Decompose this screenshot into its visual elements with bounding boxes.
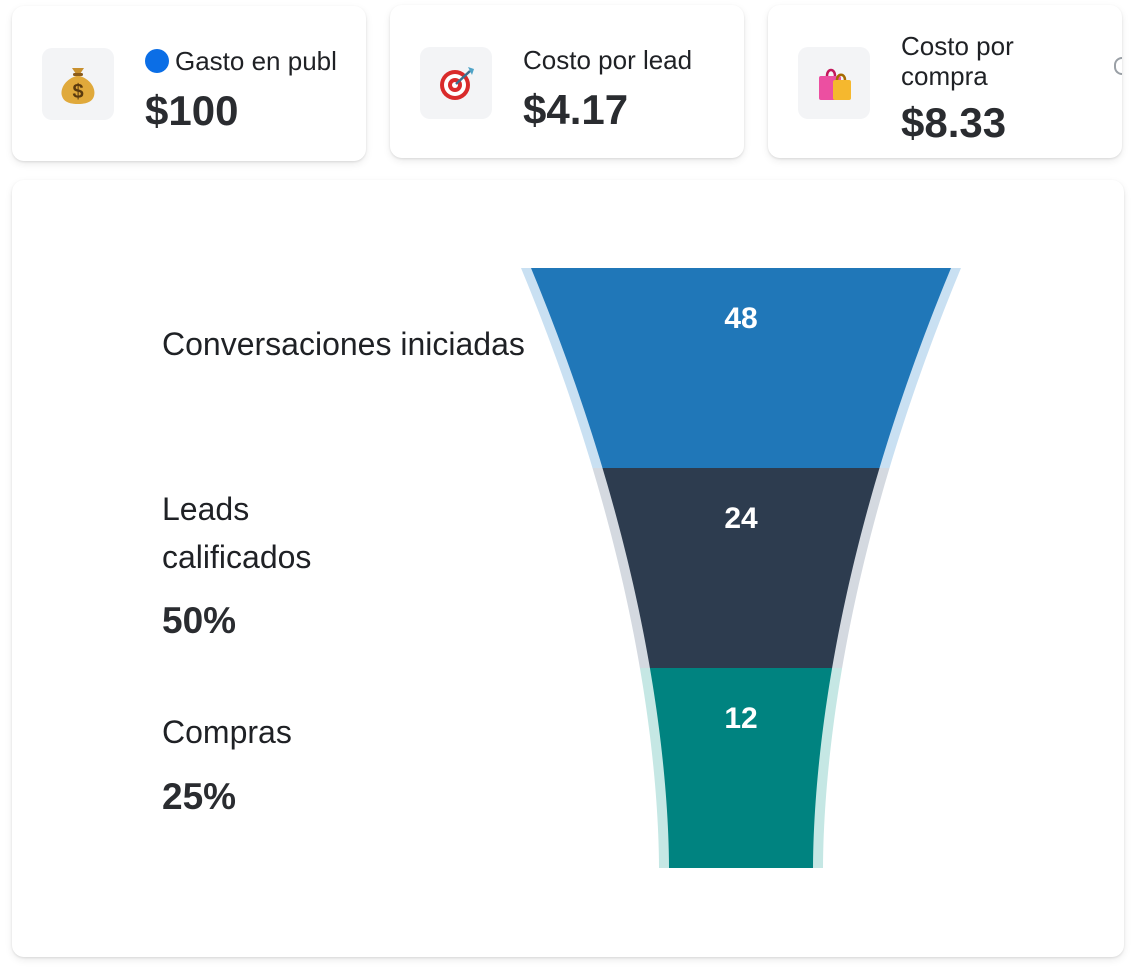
funnel-segment [602,468,880,668]
funnel-segment-value: 12 [724,702,757,735]
kpi-value: $8.33 [901,99,1007,146]
kpi-label: Gasto en publicidad [145,46,337,76]
stage-pct-leads: 50% [162,600,237,641]
stage-label-purchases: Compras [162,714,292,750]
stage-label-conversations: Conversaciones iniciadas [162,326,525,362]
funnel-segment-value: 24 [724,502,758,535]
funnel-chart: 48 24 12 [521,268,961,868]
kpi-card-cost-per-lead: Costo por lead $4.17 [390,5,744,158]
kpi-value: $100 [145,87,239,134]
money-bag-icon: $ [42,48,114,120]
series-dot [145,49,169,73]
stage-pct-purchases: 25% [162,776,237,817]
kpi-card-ad-spend: $ Gasto en publicidad $100 [12,6,366,161]
svg-text:$: $ [72,81,83,103]
shopping-bags-icon [798,47,870,119]
kpi-label-text: Gasto en publicidad [175,46,337,76]
kpi-label: Costo por compra [901,31,1014,91]
target-icon [420,47,492,119]
next-card-edge [1114,57,1122,75]
kpi-card-cost-per-purchase: Costo por compra $8.33 [768,5,1122,158]
kpi-value: $4.17 [523,86,629,133]
funnel-segment-value: 48 [724,302,757,335]
funnel-segment [649,668,833,868]
funnel-chart-card: Conversaciones iniciadas Leads calificad… [12,180,1124,957]
stage-label-leads: Leads calificados [162,491,312,575]
kpi-label: Costo por lead [523,45,693,75]
funnel-segment [531,268,951,468]
